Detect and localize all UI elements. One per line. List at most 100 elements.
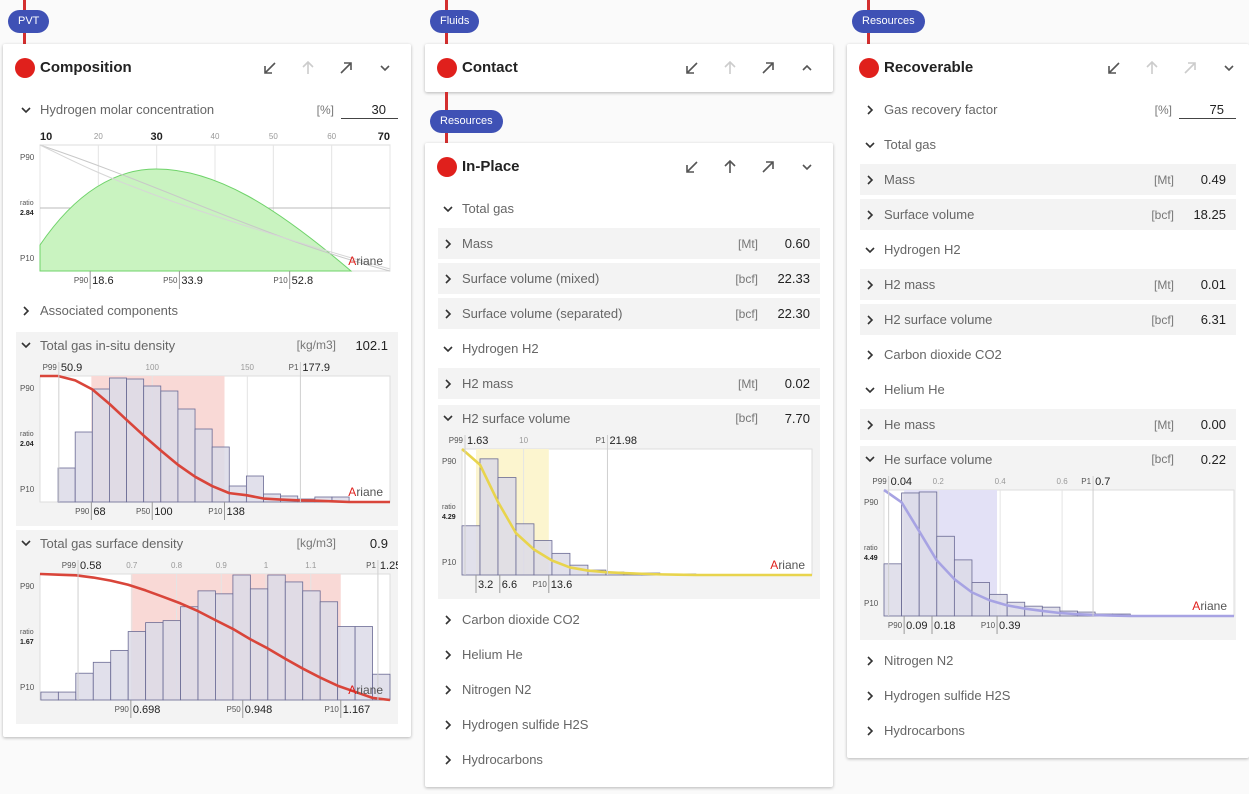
row-label: Hydrogen H2 (462, 341, 539, 356)
chevron[interactable] (864, 244, 876, 256)
x-tick-label: 60 (327, 132, 336, 141)
tag[interactable]: Fluids (430, 10, 480, 33)
row-body[interactable]: Carbon dioxide CO2 (438, 604, 820, 635)
row-body[interactable]: Surface volume (separated) [bcf] 22.30 (438, 298, 820, 329)
column: Fluids Contact Resources In-Place Total gas M… (425, 0, 833, 787)
x-tick-label: 1.1 (305, 561, 317, 570)
row-value: 0.01 (1200, 277, 1226, 292)
action-icon[interactable] (336, 58, 356, 78)
row-body[interactable]: Hydrogen sulfide H2S (438, 709, 820, 740)
chevron[interactable] (864, 349, 876, 361)
chevron[interactable] (442, 719, 454, 731)
action-icon[interactable] (260, 58, 280, 78)
row-header[interactable]: Total gas in-situ density [kg/m3] 102.1 (16, 332, 398, 358)
chevron[interactable] (864, 725, 876, 737)
row-body[interactable]: Nitrogen N2 (438, 674, 820, 705)
chevron[interactable] (442, 412, 454, 424)
chevron[interactable] (20, 104, 32, 116)
chevron[interactable] (20, 339, 32, 351)
row-body[interactable]: Surface volume (mixed) [bcf] 22.33 (438, 263, 820, 294)
chevron[interactable] (442, 649, 454, 661)
chevron[interactable] (864, 453, 876, 465)
row-body[interactable]: Hydrogen H2 (438, 333, 820, 364)
row-body[interactable]: Total gas (860, 129, 1236, 160)
action-icon[interactable] (682, 58, 702, 78)
row-body[interactable]: Mass [Mt] 0.60 (438, 228, 820, 259)
chevron[interactable] (864, 655, 876, 667)
chevron[interactable] (864, 209, 876, 221)
chevron[interactable] (442, 754, 454, 766)
row-body[interactable]: H2 mass [Mt] 0.02 (438, 368, 820, 399)
action-icon[interactable] (1104, 58, 1124, 78)
tag[interactable]: Resources (852, 10, 925, 33)
row-label: He mass (884, 417, 936, 432)
tag[interactable]: PVT (8, 10, 50, 33)
row-body[interactable]: Hydrogen molar concentration [%] 30 (16, 94, 398, 125)
row-header[interactable]: Total gas surface density [kg/m3] 0.9 (16, 530, 398, 556)
chevron[interactable] (442, 238, 454, 250)
row: Carbon dioxide CO2 (438, 602, 820, 637)
row-body[interactable]: Helium He (860, 374, 1236, 405)
row-header[interactable]: H2 surface volume [bcf] 7.70 (438, 405, 820, 431)
chevron[interactable] (864, 314, 876, 326)
action-icon[interactable] (758, 157, 778, 177)
marker-value: 1.25 (380, 560, 398, 572)
chart: 10 20 30 40 50 60 70 P90 18.6 P50 33.9 P10 52.8 P90 P1… (16, 127, 398, 293)
collapse-icon[interactable] (375, 58, 395, 78)
collapse-icon[interactable] (797, 157, 817, 177)
action-icon[interactable] (720, 157, 740, 177)
chevron[interactable] (442, 203, 454, 215)
chevron-icon (445, 649, 452, 660)
row-body[interactable]: Hydrogen H2 (860, 234, 1236, 265)
row-body[interactable]: Associated components (16, 295, 398, 326)
chevron[interactable] (864, 139, 876, 151)
chevron[interactable] (442, 614, 454, 626)
value-input[interactable]: 30 (341, 101, 398, 119)
row-header[interactable]: He surface volume [bcf] 0.22 (860, 446, 1236, 472)
row-body[interactable]: Hydrogen sulfide H2S (860, 680, 1236, 711)
chevron[interactable] (864, 690, 876, 702)
chevron[interactable] (20, 537, 32, 549)
row-unit: [bcf] (1151, 207, 1174, 222)
marker-value: 6.6 (502, 579, 517, 591)
chevron[interactable] (20, 305, 32, 317)
y-label: P90 (20, 582, 35, 591)
chevron[interactable] (442, 684, 454, 696)
collapse-glyph (802, 64, 812, 71)
row-value: 18.25 (1193, 207, 1226, 222)
action-icon[interactable] (758, 58, 778, 78)
chevron[interactable] (442, 273, 454, 285)
row-body[interactable]: H2 mass [Mt] 0.01 (860, 269, 1236, 300)
row-body[interactable]: H2 surface volume [bcf] 6.31 (860, 304, 1236, 335)
chevron[interactable] (864, 104, 876, 116)
row-body[interactable]: Gas recovery factor [%] 75 (860, 94, 1236, 125)
histogram-bar (180, 606, 199, 701)
tag[interactable]: Resources (430, 110, 503, 133)
value-input[interactable]: 75 (1179, 101, 1236, 119)
row: H2 mass [Mt] 0.01 (860, 267, 1236, 302)
action-glyph (724, 159, 736, 173)
chevron[interactable] (864, 279, 876, 291)
collapse-icon[interactable] (797, 58, 817, 78)
row-body[interactable]: Carbon dioxide CO2 (860, 339, 1236, 370)
row-body[interactable]: He mass [Mt] 0.00 (860, 409, 1236, 440)
action-icon[interactable] (682, 157, 702, 177)
chevron[interactable] (864, 174, 876, 186)
chevron[interactable] (864, 384, 876, 396)
row-body[interactable]: Nitrogen N2 (860, 645, 1236, 676)
row-body[interactable]: Hydrocarbons (438, 744, 820, 775)
histogram-bar (162, 620, 181, 701)
chevron[interactable] (442, 308, 454, 320)
row-body[interactable]: Surface volume [bcf] 18.25 (860, 199, 1236, 230)
marker-value: 68 (93, 506, 105, 518)
histogram-bar (953, 559, 973, 617)
row-body[interactable]: Total gas (438, 193, 820, 224)
row-body[interactable]: Helium He (438, 639, 820, 670)
chevron[interactable] (442, 343, 454, 355)
chevron[interactable] (442, 378, 454, 390)
chevron[interactable] (864, 419, 876, 431)
row-body[interactable]: Mass [Mt] 0.49 (860, 164, 1236, 195)
collapse-icon[interactable] (1219, 58, 1239, 78)
row-body[interactable]: Hydrocarbons (860, 715, 1236, 746)
